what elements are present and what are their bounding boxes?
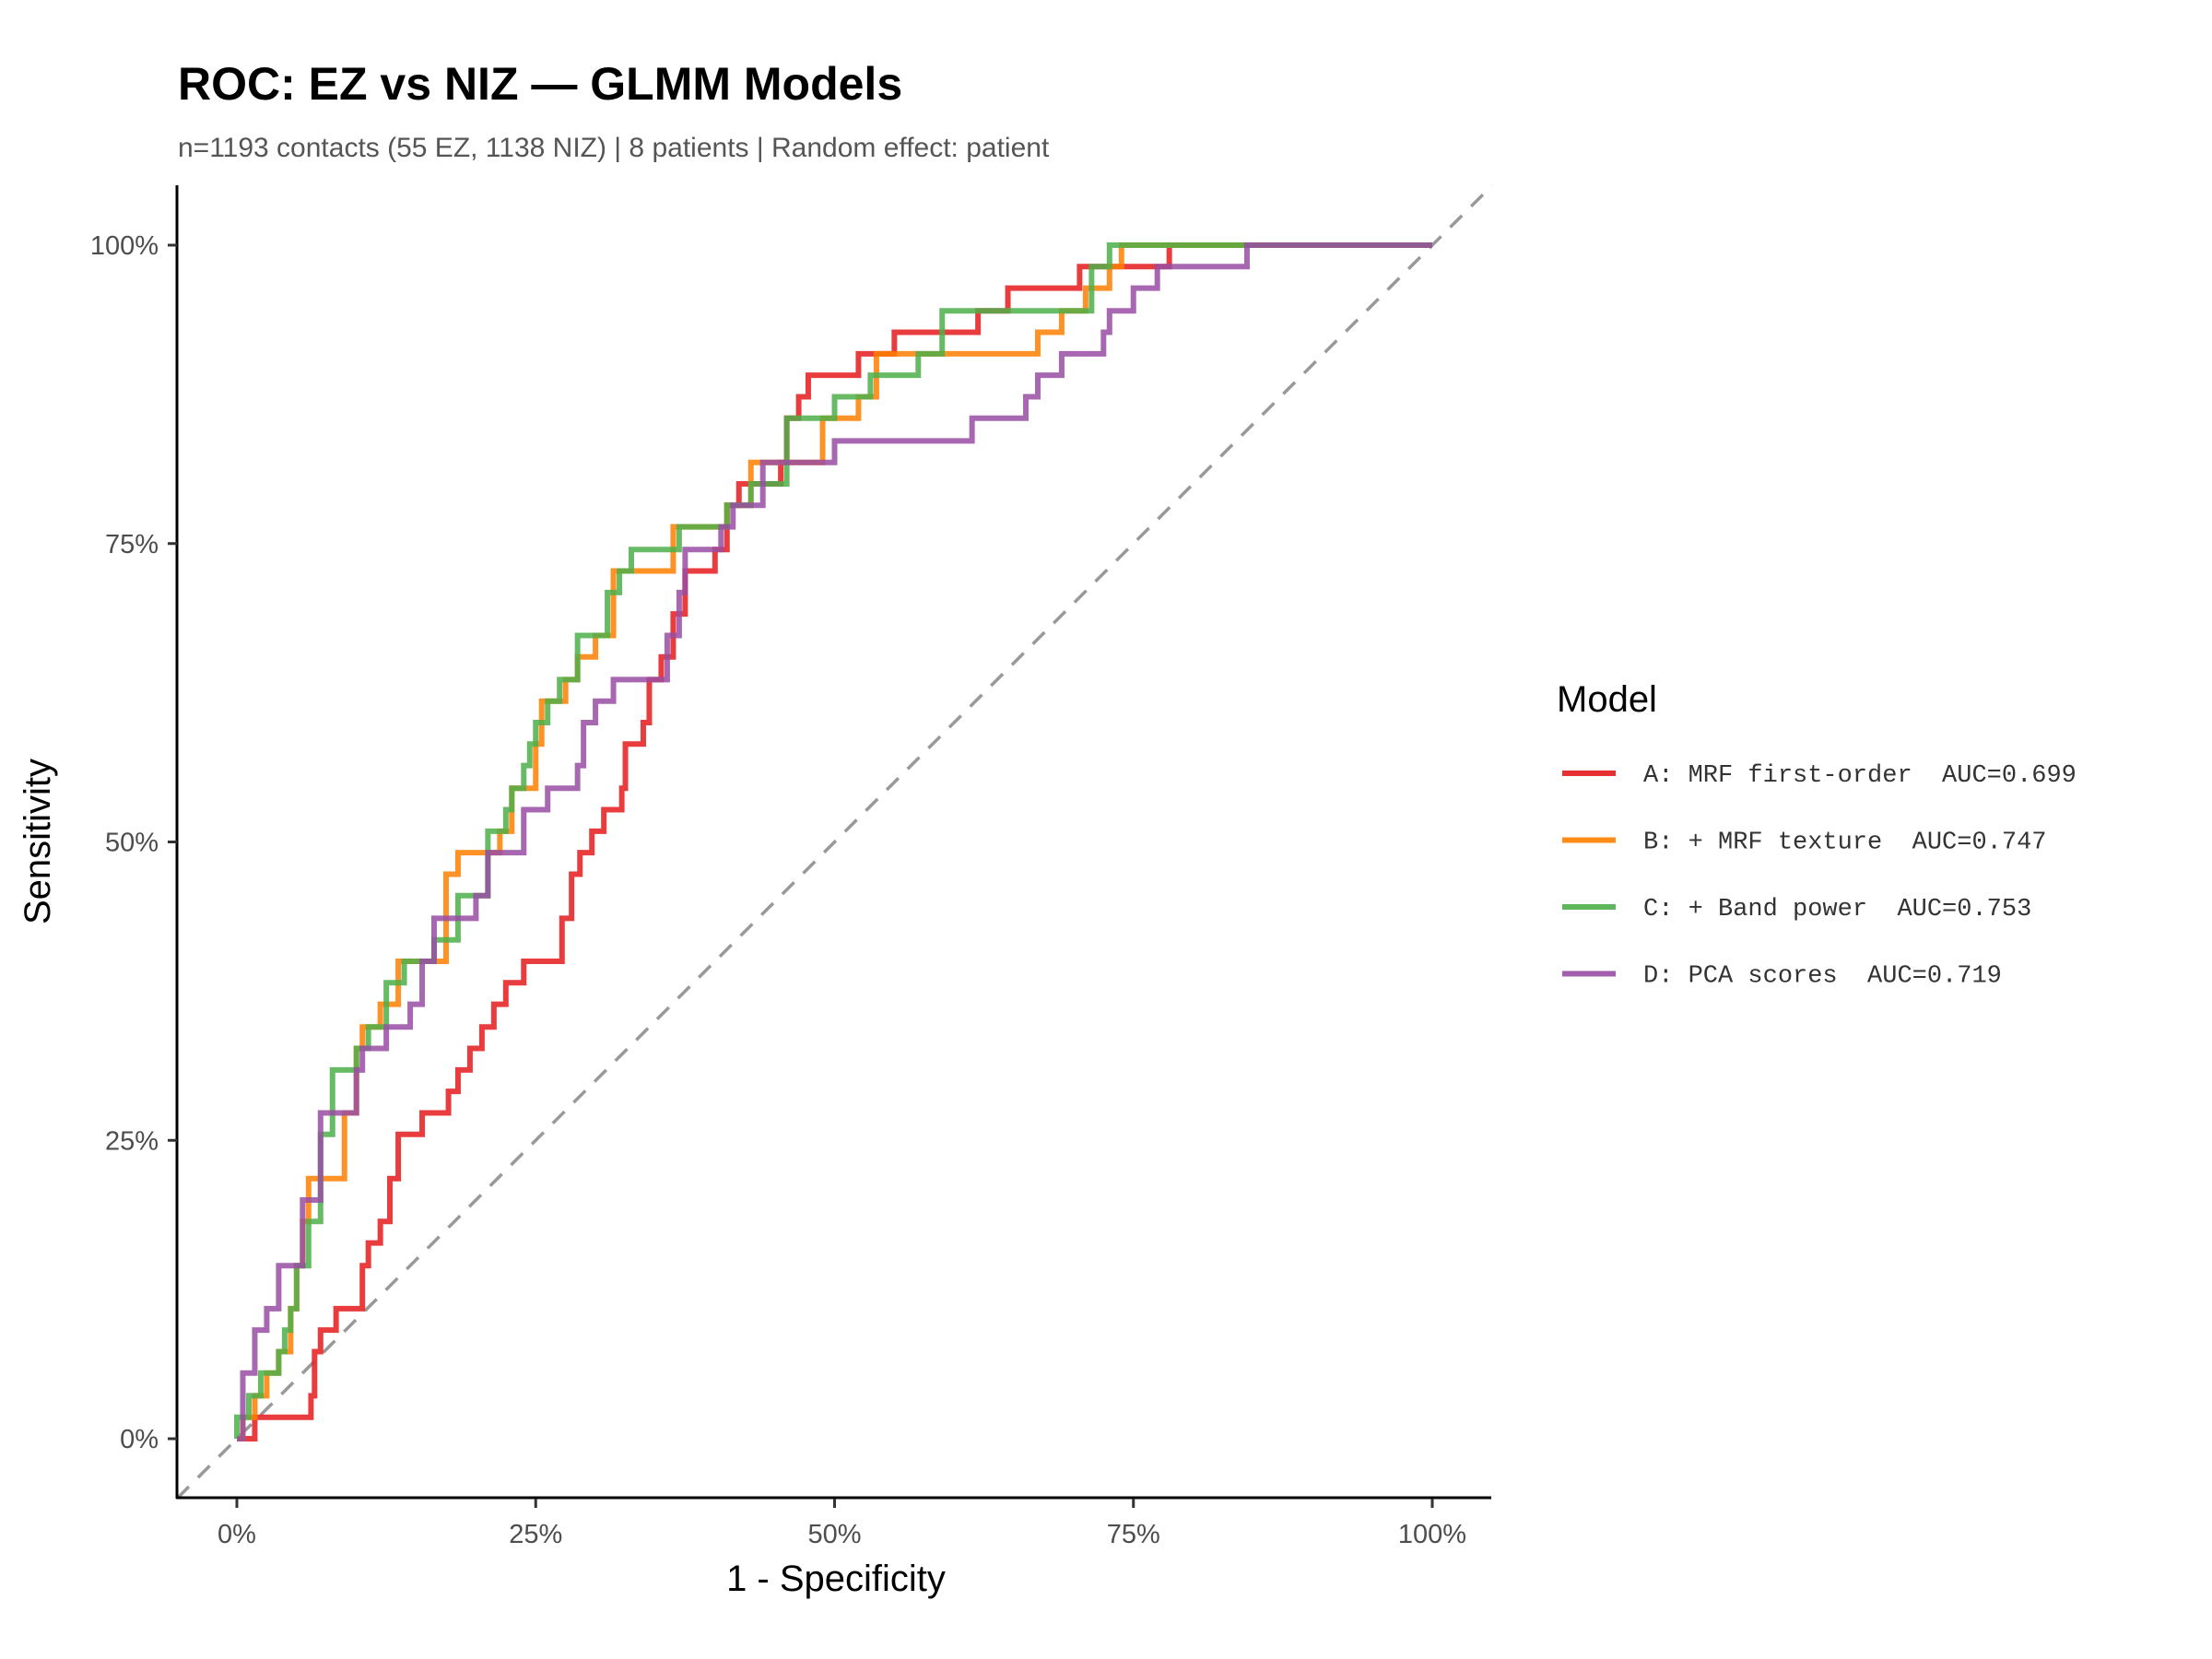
x-tick-label: 75%: [1107, 1520, 1160, 1549]
roc-curve-d: [237, 242, 1432, 1441]
x-tick-label: 25%: [509, 1520, 562, 1549]
chart-title: ROC: EZ vs NIZ — GLMM Models: [178, 58, 902, 110]
legend-item: C: + Band power AUC=0.753: [1562, 896, 2031, 924]
y-tick-label: 50%: [105, 829, 159, 858]
legend-label: A: MRF first-order AUC=0.699: [1643, 762, 2077, 790]
reference-diagonal: [175, 184, 1494, 1500]
legend-item: A: MRF first-order AUC=0.699: [1562, 762, 2077, 790]
roc-curve-a: [237, 242, 1432, 1441]
y-axis-title: Sensitivity: [18, 759, 58, 924]
x-tick-label: 100%: [1398, 1520, 1466, 1549]
legend-title: Model: [1557, 679, 1657, 720]
x-tick-label: 0%: [218, 1520, 256, 1549]
y-tick-label: 0%: [120, 1425, 159, 1454]
legend-item: B: + MRF texture AUC=0.747: [1562, 830, 2046, 857]
roc-curve-c: [234, 242, 1432, 1439]
x-ticks: 0% 25% 50% 75% 100%: [218, 1499, 1466, 1549]
y-ticks: 0% 25% 50% 75% 100%: [90, 231, 177, 1454]
y-tick-label: 25%: [105, 1126, 159, 1156]
y-tick-label: 75%: [105, 530, 159, 559]
reference-line: [175, 184, 1494, 1500]
y-tick-label: 100%: [90, 231, 159, 261]
legend-label: C: + Band power AUC=0.753: [1643, 896, 2031, 924]
x-tick-label: 50%: [807, 1520, 861, 1549]
legend-label: B: + MRF texture AUC=0.747: [1643, 830, 2046, 857]
legend: A: MRF first-order AUC=0.699 B: + MRF tex…: [1562, 762, 2077, 991]
x-axis-title: 1 - Specificity: [726, 1559, 946, 1599]
series-group: [234, 242, 1432, 1441]
chart-subtitle: n=1193 contacts (55 EZ, 1138 NIZ) | 8 pa…: [178, 133, 1050, 163]
legend-item: D: PCA scores AUC=0.719: [1562, 963, 2002, 991]
legend-label: D: PCA scores AUC=0.719: [1643, 963, 2002, 991]
